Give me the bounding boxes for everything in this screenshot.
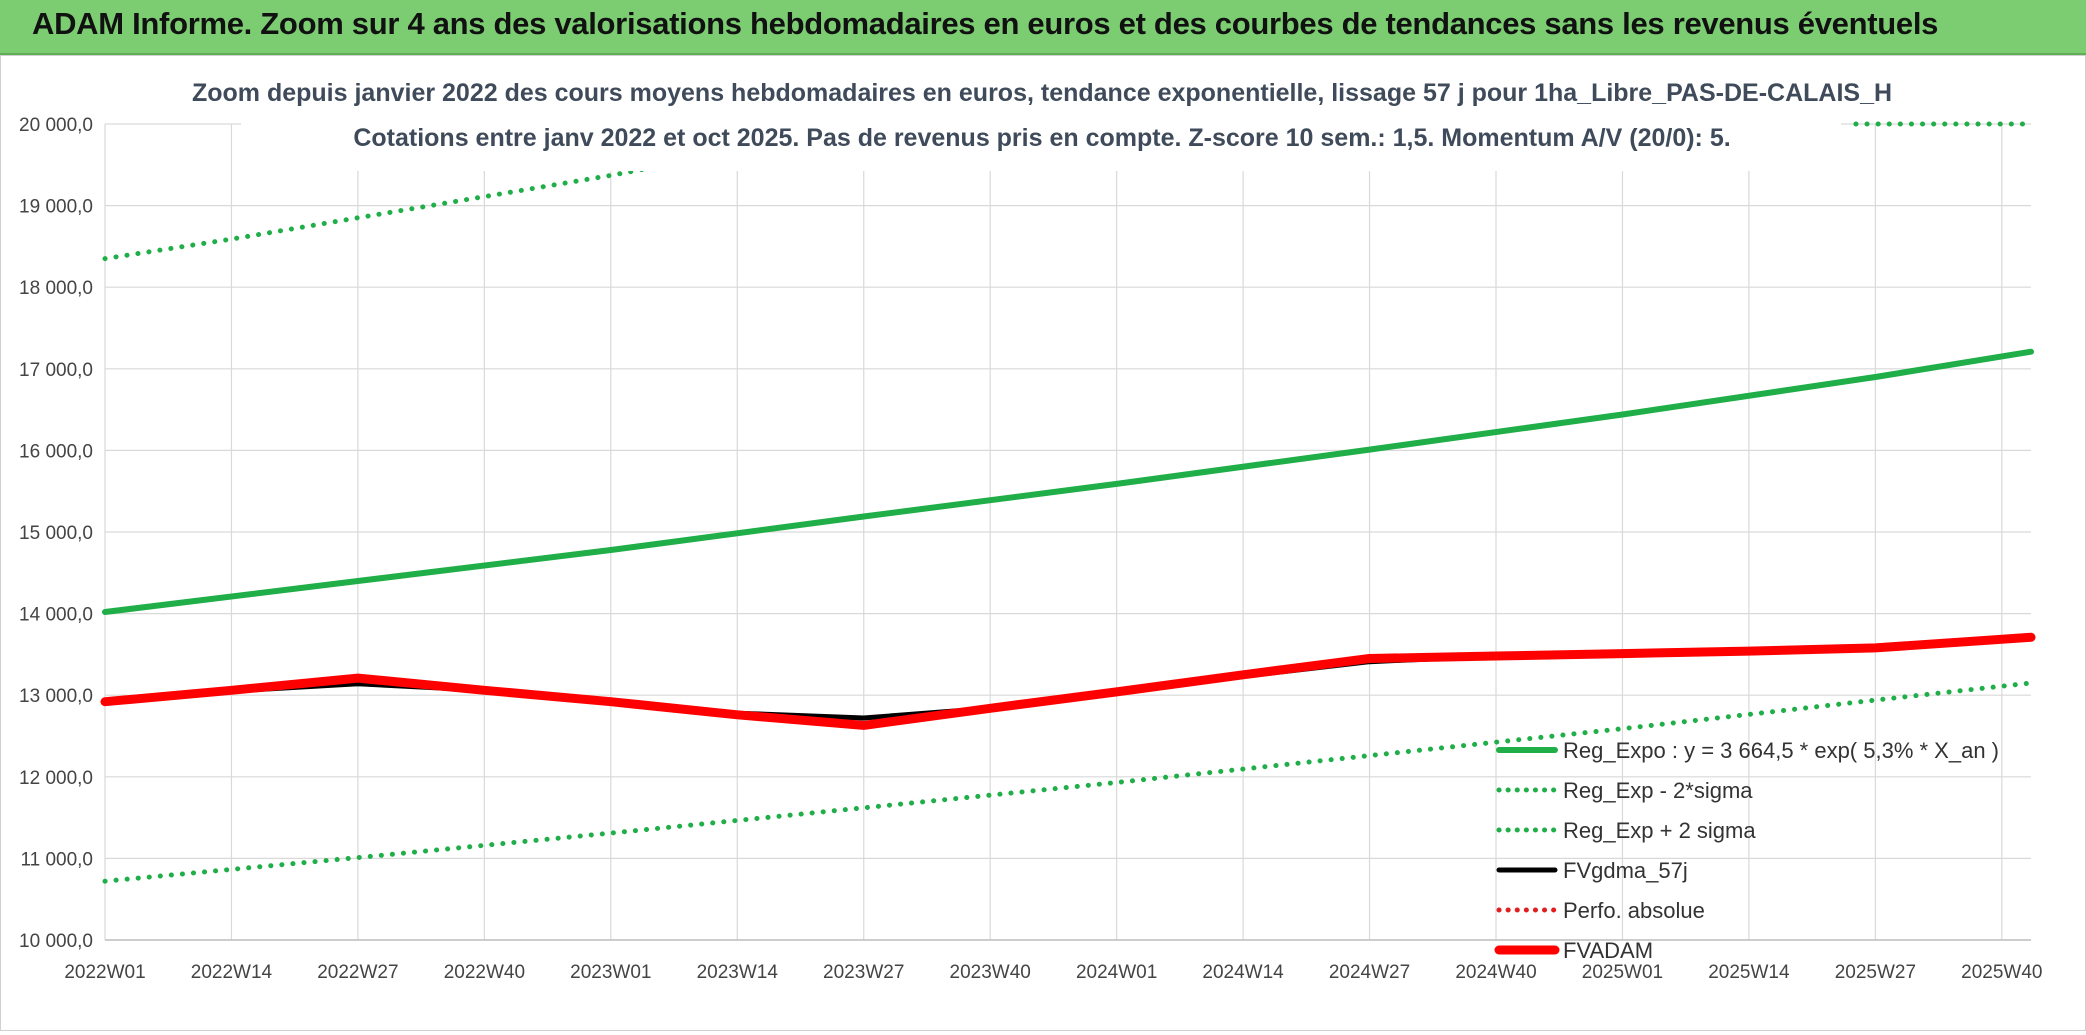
legend-label: Perfo. absolue [1563,898,1705,923]
x-tick-label: 2023W01 [570,962,651,983]
x-tick-label: 2024W01 [1076,962,1157,983]
chart-title: Zoom depuis janvier 2022 des cours moyen… [192,79,1892,107]
chart-subtitle: Cotations entre janv 2022 et oct 2025. P… [353,124,1730,152]
y-tick-label: 16 000,0 [19,441,93,462]
y-tick-label: 10 000,0 [19,931,93,952]
report-banner: ADAM Informe. Zoom sur 4 ans des valoris… [0,0,2086,55]
legend-label: FVADAM [1563,938,1653,963]
legend-label: Reg_Exp + 2 sigma [1563,818,1756,843]
x-axis: 2022W01 2022W14 2022W27 2022W40 2023W01 2023W… [64,939,2042,983]
x-tick-label: 2024W27 [1329,962,1410,983]
x-tick-label: 2023W14 [697,962,779,983]
y-tick-label: 12 000,0 [19,768,93,789]
x-tick-label: 2022W14 [191,962,273,983]
y-tick-label: 13 000,0 [19,686,93,707]
legend-label: FVgdma_57j [1563,858,1688,883]
chart-area: 10 000,0 11 000,0 12 000,0 13 000,0 14 000,0… [0,55,2086,1031]
x-tick-label: 2025W27 [1835,962,1916,983]
report-title: ADAM Informe. Zoom sur 4 ans des valoris… [32,6,1939,41]
line-chart: 10 000,0 11 000,0 12 000,0 13 000,0 14 000,0… [19,61,2042,983]
x-tick-label: 2025W01 [1582,962,1663,983]
series-group [100,121,2036,884]
x-tick-label: 2023W27 [823,962,904,983]
x-tick-label: 2025W40 [1961,962,2042,983]
y-tick-label: 11 000,0 [20,849,93,870]
y-tick-label: 20 000,0 [19,115,93,136]
legend: Reg_Expo : y = 3 664,5 * exp( 5,3% * X_a… [1494,738,1999,963]
x-tick-label: 2022W27 [317,962,398,983]
x-tick-label: 2024W40 [1455,962,1536,983]
y-tick-label: 17 000,0 [19,360,93,381]
y-tick-label: 15 000,0 [19,523,93,544]
legend-label: Reg_Expo : y = 3 664,5 * exp( 5,3% * X_a… [1563,738,1999,763]
title-background [241,61,1841,171]
x-tick-label: 2025W14 [1708,962,1790,983]
fvadam-line [100,632,2036,730]
reg-expo-line [102,348,2034,615]
x-tick-label: 2023W40 [950,962,1031,983]
x-tick-label: 2022W01 [64,962,145,983]
y-tick-label: 19 000,0 [19,197,93,218]
legend-label: Reg_Exp - 2*sigma [1563,778,1753,803]
x-tick-label: 2022W40 [444,962,525,983]
y-axis: 10 000,0 11 000,0 12 000,0 13 000,0 14 000,0… [19,115,93,952]
x-tick-label: 2024W14 [1202,962,1284,983]
y-tick-label: 14 000,0 [19,605,93,626]
reg-exp-plus-2sigma-line [102,158,692,262]
y-tick-label: 18 000,0 [19,278,93,299]
